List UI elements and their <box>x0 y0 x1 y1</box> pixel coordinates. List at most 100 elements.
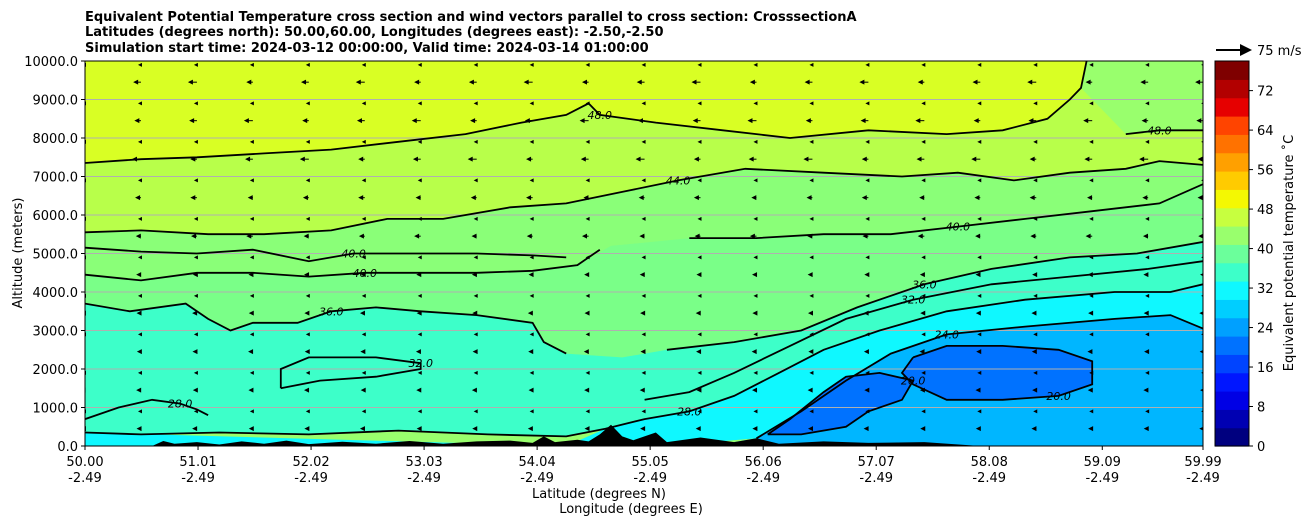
wind-vector <box>1195 79 1201 85</box>
wind-vector <box>1143 387 1149 393</box>
wind-vector <box>193 101 198 106</box>
x-tick-label-lon: -2.49 <box>407 471 441 486</box>
wind-vector <box>416 272 422 278</box>
wind-vector <box>473 178 478 183</box>
wind-vector <box>417 293 422 298</box>
y-tick-label: 1000.0 <box>33 402 79 417</box>
wind-vector <box>414 79 420 85</box>
wind-vector <box>193 332 198 337</box>
wind-vector <box>529 216 534 221</box>
wind-vector <box>915 118 921 124</box>
wind-vector <box>1143 272 1149 278</box>
wind-vector <box>193 409 198 414</box>
y-axis: 0.0 1000.0 2000.0 3000.0 4000.0 5000.0 6000.0 7… <box>24 55 85 455</box>
wind-vector <box>865 62 870 67</box>
wind-vector <box>863 349 869 355</box>
x-tick-label-lat: 53.03 <box>405 455 442 470</box>
colorbar-swatch <box>1215 79 1249 99</box>
wind-vector <box>193 62 198 67</box>
theta-e-band-40 <box>85 161 1203 281</box>
contour-label: 32.0 <box>408 357 433 370</box>
wind-vector <box>416 387 422 393</box>
contour-label: 20.0 <box>901 375 926 388</box>
wind-vector <box>977 409 982 414</box>
x-tick-label-lat: 57.07 <box>858 455 895 470</box>
wind-vector <box>472 349 478 355</box>
wind-vector <box>641 293 646 298</box>
wind-vector <box>582 233 588 239</box>
wind-vector <box>585 255 590 260</box>
wind-vector <box>807 426 813 432</box>
wind-vector <box>696 387 702 393</box>
wind-vector <box>809 62 814 67</box>
wind-vector <box>809 178 814 183</box>
wind-vector <box>697 370 702 375</box>
wind-vector <box>804 79 810 85</box>
wind-vector <box>584 387 590 393</box>
wind-vector <box>417 178 422 183</box>
wind-vector <box>584 426 590 432</box>
wind-vector <box>697 178 702 183</box>
contour-20 <box>767 371 915 436</box>
wind-vector <box>305 178 310 183</box>
wind-vector <box>640 426 646 432</box>
wind-vector <box>585 332 590 337</box>
wind-vector <box>585 409 590 414</box>
colorbar-tick-label: 0 <box>1257 440 1265 455</box>
wind-vector <box>921 409 926 414</box>
wind-vector <box>1087 195 1093 201</box>
wind-vector <box>1145 332 1150 337</box>
wind-vector <box>805 118 811 124</box>
wind-vector <box>1088 310 1094 316</box>
colorbar-swatch <box>1215 317 1249 337</box>
wind-vector <box>585 139 590 144</box>
wind-vector <box>1031 349 1037 355</box>
wind-vector <box>641 370 646 375</box>
wind-vector <box>697 409 702 414</box>
wind-vector <box>361 332 366 337</box>
wind-vector <box>921 216 926 221</box>
wind-vector <box>411 118 417 124</box>
wind-vector <box>77 157 82 162</box>
wind-vector <box>921 332 926 337</box>
wind-vector <box>585 216 590 221</box>
wind-vector <box>359 310 365 316</box>
y-tick-label: 8000.0 <box>33 132 79 147</box>
wind-vector <box>747 118 753 124</box>
wind-vector <box>697 255 702 260</box>
wind-vector <box>865 255 870 260</box>
wind-vector <box>304 387 310 393</box>
wind-vector <box>249 332 254 337</box>
contour-label: 24.0 <box>934 328 959 341</box>
wind-vector <box>697 139 702 144</box>
wind-vector <box>865 409 870 414</box>
wind-vector <box>78 234 83 239</box>
wind-vector <box>134 118 140 124</box>
wind-vector <box>248 310 254 316</box>
wind-vector <box>301 79 307 85</box>
wind-vector <box>635 156 641 162</box>
wind-vector <box>585 178 590 183</box>
wind-vector <box>304 349 310 355</box>
contour-40 <box>85 246 567 263</box>
wind-vector <box>529 62 534 67</box>
wind-vector <box>249 62 254 67</box>
wind-vector <box>527 426 533 432</box>
wind-vector <box>1033 332 1038 337</box>
y-tick-label: 3000.0 <box>33 325 79 340</box>
wind-vector <box>1143 233 1149 239</box>
wind-vector <box>921 139 926 144</box>
wind-vector <box>1085 79 1091 85</box>
wind-vector <box>1141 118 1147 124</box>
wind-vector <box>305 62 310 67</box>
wind-vector <box>361 370 366 375</box>
wind-vector <box>305 139 310 144</box>
wind-vector <box>636 79 642 85</box>
wind-vector <box>753 255 758 260</box>
wind-vector <box>1199 350 1203 354</box>
wind-vector <box>472 310 478 316</box>
wind-vector <box>1200 388 1203 392</box>
wind-vector <box>753 178 758 183</box>
wind-vector <box>192 310 198 316</box>
